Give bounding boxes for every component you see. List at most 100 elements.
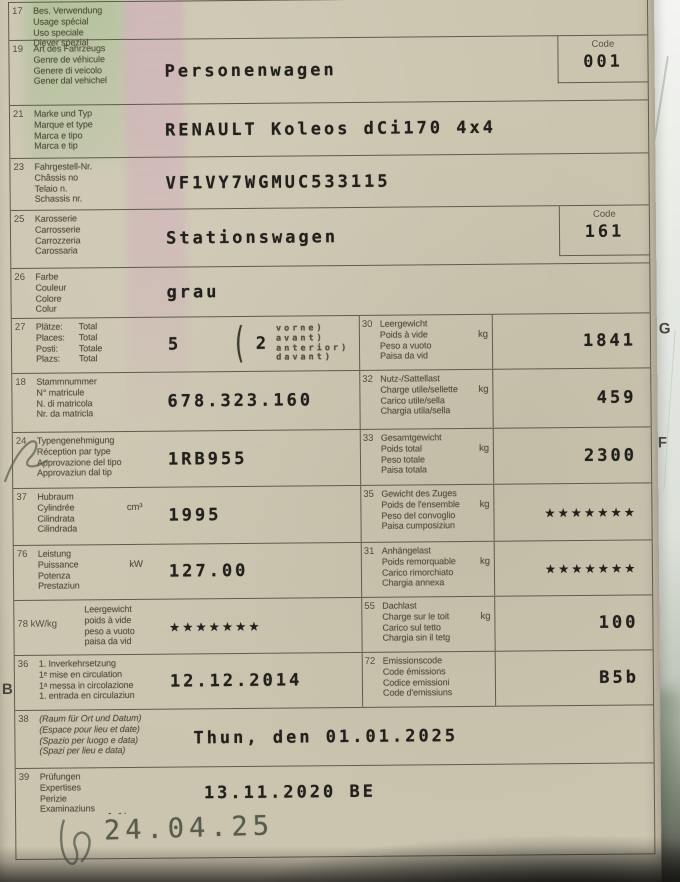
- field-number: 17: [12, 5, 23, 17]
- field-labels: Fahrgestell-Nr. Châssis no Telaio n. Schass…: [34, 161, 92, 205]
- field-value: RENAULT Koleos dCi170 4x4: [165, 117, 497, 141]
- field-number: 19: [12, 43, 24, 55]
- margin-letter-g: G: [658, 320, 671, 338]
- field-value: B5b: [494, 650, 654, 706]
- parenthesis-glyph: (: [235, 320, 248, 368]
- row-18-32: 18 Stammnummer N° matricule N. di matricol…: [12, 368, 651, 433]
- row-37-35: 37 Hubraum Cylindrée Cilindrata Cilindrada …: [13, 483, 652, 546]
- field-value: 12.12.2014: [169, 670, 303, 692]
- margin-letter-f: F: [657, 434, 668, 452]
- field-value: 459: [492, 368, 651, 428]
- field-labels: Marke und Typ Marque et type Marca e tipo M…: [33, 108, 93, 152]
- field-number: 37: [16, 491, 27, 503]
- field-number: 38: [18, 713, 29, 725]
- field-labels: Nutz-/Sattellast Charge utile/sellette Car…: [380, 370, 493, 429]
- field-27-seats: 27 Plätze: Places: Posti: Plazs: Total Total…: [11, 315, 361, 373]
- date-stamp: 24.04.25: [56, 810, 276, 870]
- field-31-trailer-load: 31 Anhängelast Poids remorquable Carico ri…: [362, 540, 653, 597]
- field-number: 36: [17, 658, 29, 670]
- unit-kg: kg: [479, 442, 489, 454]
- unit-kg: kg: [478, 328, 488, 340]
- field-label-lines: Prüfungen Expertises Perizie Examinaziuns: [39, 771, 95, 815]
- field-value: 5 ( 2 vorne) avant) anterior) davant): [146, 316, 359, 372]
- field-18-registry-number: 18 Stammnummer N° matricule N. di matricol…: [12, 370, 361, 432]
- code-box: Code 161: [558, 205, 650, 257]
- row-19-vehicle-type: 19 Art des Fahrzeugs Genre de véhicule Gen…: [9, 35, 648, 106]
- field-number: 33: [362, 432, 374, 444]
- row-76-31: 76 Leistung Puissance Potenza Prestaziun kW…: [13, 540, 653, 601]
- row-25-body-type: 25 Karosserie Carrosserie Carrozzeria Caros…: [10, 205, 650, 269]
- field-labels: Anhängelast Poids remorquable Carico rimor…: [382, 542, 494, 597]
- row-24-33: 24 Typengenehmigung Réception par type App…: [4, 427, 652, 489]
- field-label-lines: Gewicht des Zuges Poids de l'ensemble Peso…: [381, 488, 460, 532]
- field-labels: Plätze: Places: Posti: Plazs: Total Total Tot…: [36, 318, 146, 373]
- field-labels: Farbe Couleur Colore Colur: [35, 271, 67, 315]
- code-box: Code 001: [557, 35, 648, 84]
- code-label: Code: [592, 208, 616, 220]
- handwriting-scribble: [4, 440, 49, 483]
- field-number: 31: [363, 545, 375, 557]
- unit-kg: kg: [480, 610, 491, 622]
- code-value: 161: [584, 221, 625, 242]
- field-value: VF1VY7WGMUC533115: [165, 171, 391, 194]
- field-labels-col2: Total Total Totale Total: [78, 321, 103, 364]
- field-labels: Stammnummer N° matricule N. di matricola Nr…: [36, 376, 97, 420]
- unit-kg: kg: [479, 498, 490, 510]
- field-value: 678.323.160: [167, 390, 314, 412]
- field-number: 25: [13, 213, 25, 225]
- row-38-place-and-date: 38 (Raum für Ort und Datum) (Espace pour …: [15, 705, 654, 769]
- field-number: 27: [14, 321, 26, 333]
- field-value: Thun, den 01.01.2025: [193, 725, 459, 748]
- field-number: 26: [14, 271, 26, 283]
- field-72-emission-code: 72 Emissionscode Code émissions Codice emi…: [363, 650, 654, 707]
- field-37-engine-displacement: 37 Hubraum Cylindrée Cilindrata Cilindrada …: [13, 485, 362, 545]
- field-number: 72: [364, 655, 376, 667]
- code-value: 001: [583, 51, 623, 72]
- field-55-roof-load: 55 Dachlast Charge sur le toit Carico sul …: [362, 595, 653, 652]
- field-36-first-registration: 36 1. Inverkehrsetzung 1ᵉ mise en circula…: [14, 652, 364, 710]
- row-27-30: 27 Plätze: Places: Posti: Plazs: Total Total…: [11, 313, 651, 374]
- background-edge-line: [663, 330, 676, 490]
- field-labels-col1: Plätze: Places: Posti: Plazs:: [35, 321, 65, 365]
- field-labels: Hubraum Cylindrée Cilindrata Cilindrada cm³: [37, 488, 147, 545]
- field-labels: Leergewicht poids à vide peso a vuoto paisa…: [84, 603, 135, 647]
- field-value: ★★★★★★★: [169, 615, 263, 637]
- field-label-lines: Dachlast Charge sur le toit Carico sul tet…: [382, 600, 451, 644]
- field-number: 39: [18, 771, 30, 783]
- field-label-lines: Leergewicht Poids à vide Peso a vuoto Paisa…: [379, 318, 432, 362]
- code-label: Code: [591, 38, 615, 50]
- field-label-lines: Anhängelast Poids remorquable Carico rimor…: [381, 545, 456, 589]
- stamp-date-text: 24.04.25: [103, 810, 275, 847]
- field-labels: Leergewicht Poids à vide Peso a vuoto Paisa…: [380, 315, 492, 370]
- field-35-train-weight: 35 Gewicht des Zuges Poids de l'ensemble P…: [361, 483, 652, 542]
- field-labels: Karosserie Carrosserie Carrozzeria Carossar…: [34, 213, 81, 257]
- field-value: 1995: [168, 505, 222, 526]
- field-number: 32: [362, 373, 373, 385]
- field-labels: Dachlast Charge sur le toit Carico sul tet…: [382, 597, 494, 652]
- field-labels: Art des Fahrzeugs Genre de véhicule Genere…: [33, 43, 107, 87]
- field-number: 30: [361, 318, 373, 330]
- field-label-lines: Gesamtgewicht Poids total Peso totale Paisa…: [380, 432, 442, 476]
- field-labels: Emissionscode Code émissions Codice emissi…: [382, 655, 453, 699]
- unit-kg: kg: [478, 383, 489, 395]
- row-36-72: 36 1. Inverkehrsetzung 1ᵉ mise en circula…: [14, 650, 654, 711]
- field-number: 23: [13, 161, 25, 173]
- field-number: 35: [363, 488, 374, 500]
- field-value: 1RB955: [167, 448, 248, 470]
- document-table: 17 Bes. Verwendung Usage spécial Uso speci…: [4, 0, 656, 865]
- field-labels: Gesamtgewicht Poids total Peso totale Paisa…: [381, 429, 493, 485]
- seats-total-value: 5: [167, 334, 182, 355]
- margin-letter-b: B: [1, 680, 13, 699]
- field-labels: Gewicht des Zuges Poids de l'ensemble Peso…: [381, 485, 493, 542]
- field-number: 21: [12, 108, 24, 120]
- row-23-chassis-number: 23 Fahrgestell-Nr. Châssis no Telaio n. Sch…: [10, 153, 649, 211]
- field-value: 2300: [492, 427, 652, 484]
- field-30-empty-weight: 30 Leergewicht Poids à vide Peso a vuoto Pa…: [360, 313, 651, 370]
- field-24-type-approval: 24 Typengenehmigung Réception par type App…: [4, 429, 362, 488]
- field-number: 76: [16, 548, 28, 560]
- seats-front-value: 2: [255, 333, 270, 354]
- row-26-colour: 26 Farbe Couleur Colore Colur grau: [11, 263, 650, 319]
- field-number: 78 kW/kg: [17, 618, 58, 630]
